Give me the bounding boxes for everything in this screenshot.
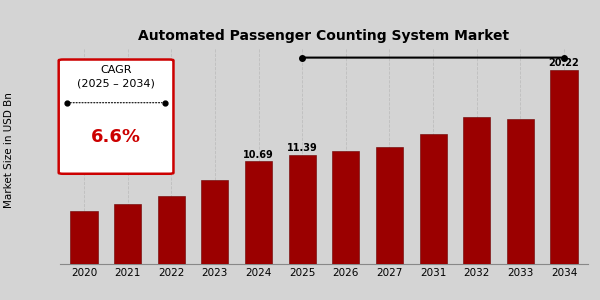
Text: 10.69: 10.69 [243,150,274,160]
Bar [332,151,359,264]
Bar [289,155,316,264]
Text: CAGR: CAGR [100,65,132,75]
Bar [202,179,229,264]
Text: 6.6%: 6.6% [91,128,141,146]
Bar [245,161,272,264]
Text: Market Size in USD Bn: Market Size in USD Bn [4,92,14,208]
Text: (2025 – 2034): (2025 – 2034) [77,79,155,88]
Bar [70,211,98,264]
Bar [463,117,490,264]
Bar [550,70,578,264]
Bar [376,147,403,264]
FancyBboxPatch shape [59,59,173,174]
Bar [158,196,185,264]
Text: 11.39: 11.39 [287,143,317,153]
Bar [419,134,446,264]
Bar [507,119,534,264]
Title: Automated Passenger Counting System Market: Automated Passenger Counting System Mark… [139,29,509,43]
Text: 20.22: 20.22 [548,58,580,68]
Bar [114,205,141,264]
